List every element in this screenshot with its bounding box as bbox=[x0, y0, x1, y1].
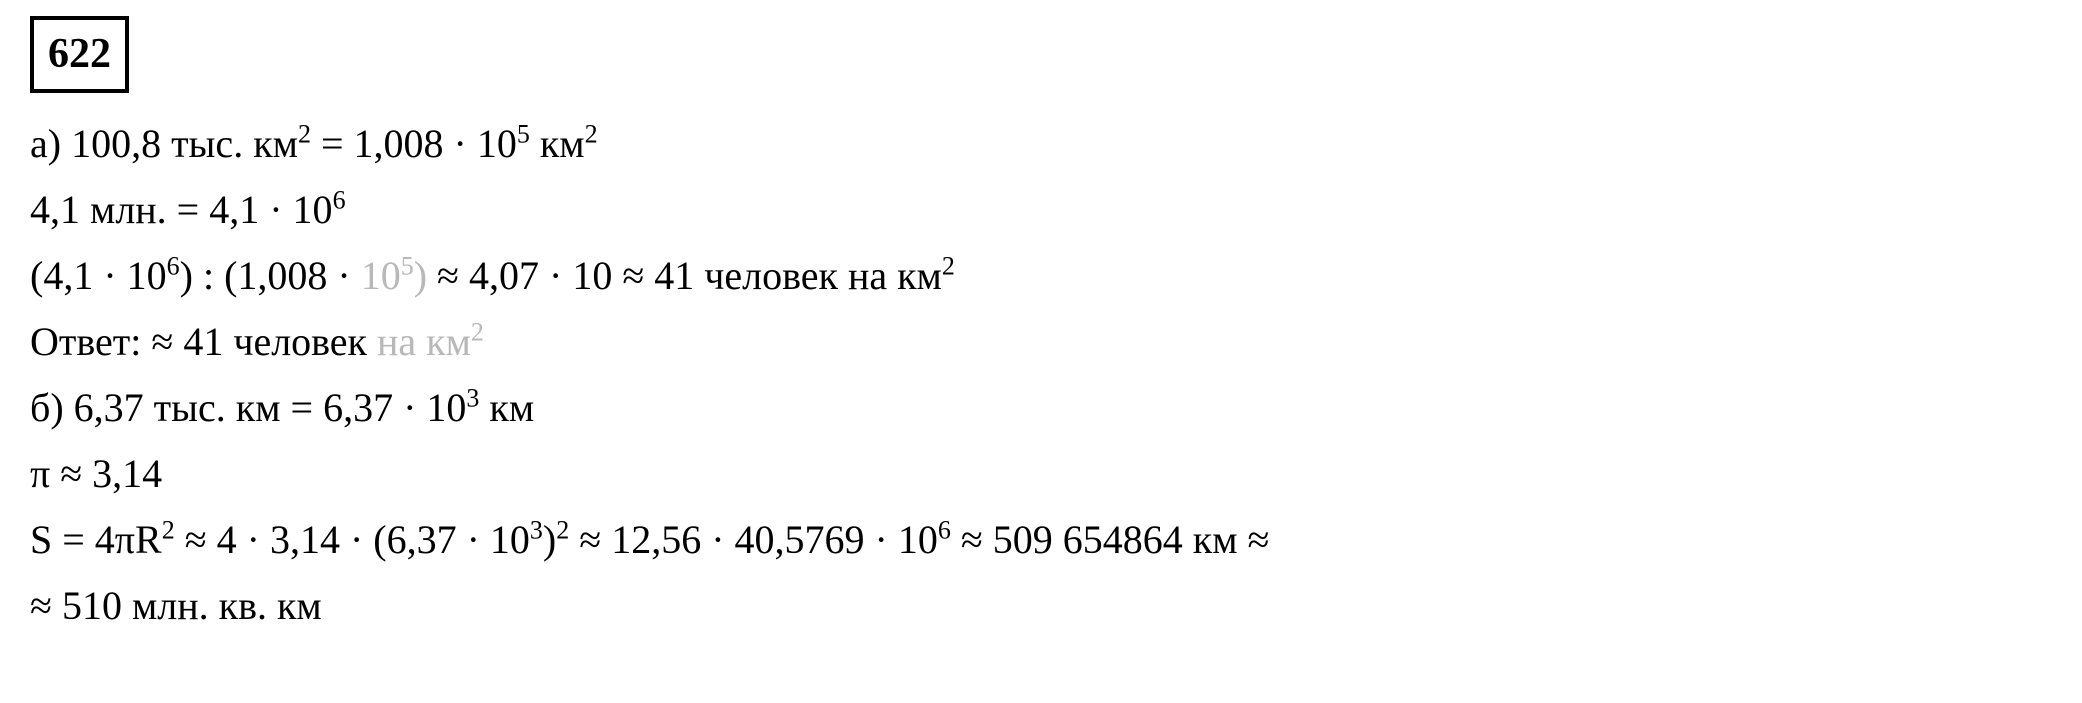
superscript: 6 bbox=[333, 186, 346, 215]
superscript: 6 bbox=[167, 252, 180, 281]
text: = 1,008 · 10 bbox=[311, 121, 517, 166]
text: ≈ 4 · 3,14 · (6,37 · 10 bbox=[175, 517, 530, 562]
text: ≈ 12,56 · 40,5769 · 10 bbox=[569, 517, 938, 562]
text: 100,8 тыс. км bbox=[71, 121, 298, 166]
text-faded: на км bbox=[367, 319, 471, 364]
text: ≈ 509 654864 км ≈ bbox=[951, 517, 1270, 562]
part-b-label: б) bbox=[30, 385, 64, 430]
part-a-answer: Ответ: ≈ 41 человек на км2 bbox=[30, 311, 2052, 373]
text: 4,1 млн. = 4,1 · 10 bbox=[30, 187, 333, 232]
text: ≈ 4,07 · 10 ≈ 41 человек на км bbox=[427, 253, 942, 298]
text: π ≈ 3,14 bbox=[30, 451, 162, 496]
part-a-line3: (4,1 · 106) : (1,008 · 105) ≈ 4,07 · 10 … bbox=[30, 245, 2052, 307]
text: км bbox=[530, 121, 585, 166]
part-b-line1: б) 6,37 тыс. км = 6,37 · 103 км bbox=[30, 377, 2052, 439]
superscript: 6 bbox=[938, 516, 951, 545]
text: км bbox=[479, 385, 534, 430]
part-b-line2: π ≈ 3,14 bbox=[30, 443, 2052, 505]
problem-number-box: 622 bbox=[30, 16, 129, 93]
text: ) : (1,008 · bbox=[180, 253, 361, 298]
text-faded: 10 bbox=[361, 253, 401, 298]
superscript: 2 bbox=[556, 516, 569, 545]
problem-number: 622 bbox=[48, 31, 111, 77]
text: ≈ 510 млн. кв. км bbox=[30, 583, 322, 628]
superscript: 3 bbox=[466, 384, 479, 413]
part-b-line4: ≈ 510 млн. кв. км bbox=[30, 575, 2052, 637]
part-a-line1: а) 100,8 тыс. км2 = 1,008 · 105 км2 bbox=[30, 113, 2052, 175]
text: ) bbox=[543, 517, 556, 562]
superscript: 2 bbox=[298, 120, 311, 149]
text: 6,37 тыс. км = 6,37 · 10 bbox=[74, 385, 467, 430]
part-a-line2: 4,1 млн. = 4,1 · 106 bbox=[30, 179, 2052, 241]
part-b-line3: S = 4πR2 ≈ 4 · 3,14 · (6,37 · 103)2 ≈ 12… bbox=[30, 509, 2052, 571]
superscript: 5 bbox=[517, 120, 530, 149]
superscript: 2 bbox=[585, 120, 598, 149]
superscript-faded: 2 bbox=[471, 318, 484, 347]
superscript-faded: 5 bbox=[401, 252, 414, 281]
superscript: 3 bbox=[530, 516, 543, 545]
text: S = 4πR bbox=[30, 517, 162, 562]
text: (4,1 · 10 bbox=[30, 253, 167, 298]
text: Ответ: ≈ 41 человек bbox=[30, 319, 367, 364]
superscript: 2 bbox=[162, 516, 175, 545]
text-faded: ) bbox=[414, 253, 427, 298]
superscript: 2 bbox=[942, 252, 955, 281]
part-a-label: а) bbox=[30, 121, 61, 166]
